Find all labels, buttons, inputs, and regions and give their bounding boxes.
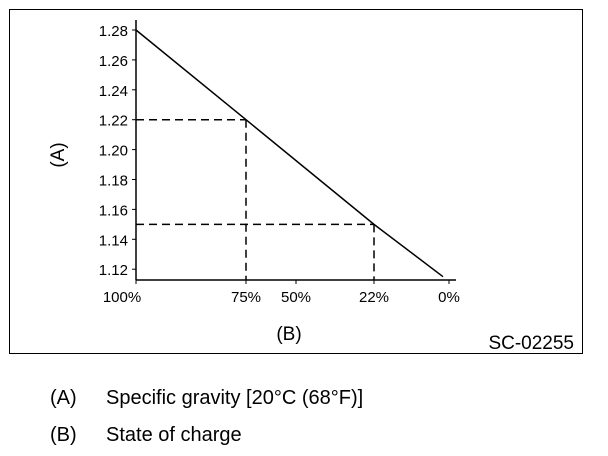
figure-frame <box>9 9 583 354</box>
y-tick-label: 1.28 <box>99 23 128 40</box>
x-tick-label: 22% <box>359 289 389 306</box>
y-tick-label: 1.24 <box>99 83 128 100</box>
legend-key: (B) <box>50 424 77 446</box>
y-axis-label: (A) <box>48 142 69 167</box>
y-tick-label: 1.20 <box>99 143 128 160</box>
legend-item-b: (B) State of charge <box>50 424 242 447</box>
legend-key: (A) <box>50 387 77 409</box>
x-tick-label: 50% <box>281 289 311 306</box>
legend-item-a: (A) Specific gravity [20°C (68°F)] <box>50 387 363 410</box>
y-tick-label: 1.26 <box>99 53 128 70</box>
x-axis-label: (B) <box>276 324 301 345</box>
figure-id: SC-02255 <box>488 333 574 354</box>
y-tick-label: 1.22 <box>99 113 128 130</box>
legend-text: State of charge <box>106 424 242 446</box>
x-tick-label: 100% <box>103 289 141 306</box>
legend-text: Specific gravity [20°C (68°F)] <box>106 387 364 409</box>
x-tick-label: 0% <box>438 289 460 306</box>
y-tick-label: 1.18 <box>99 173 128 190</box>
series-line <box>135 29 444 278</box>
y-tick-label: 1.14 <box>99 232 128 249</box>
y-tick-label: 1.12 <box>99 262 128 279</box>
y-tick-label: 1.16 <box>99 202 128 219</box>
x-tick-label: 75% <box>231 289 261 306</box>
